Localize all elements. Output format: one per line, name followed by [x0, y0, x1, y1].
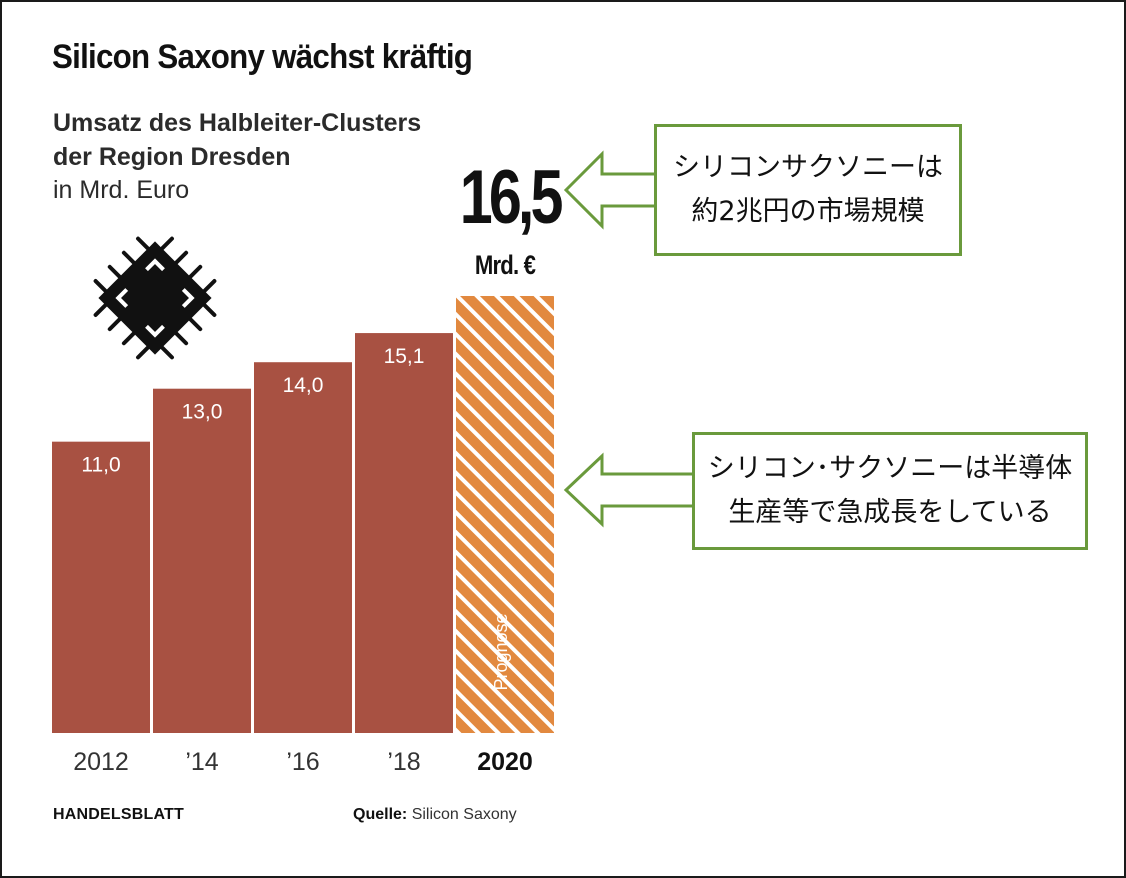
- subtitle-line-2: der Region Dresden: [53, 143, 291, 171]
- bar-value-label: 13,0: [182, 401, 223, 424]
- x-tick-label: ’16: [286, 748, 319, 776]
- source-line: Quelle: Silicon Saxony: [353, 806, 517, 824]
- forecast-value: 16,5: [459, 155, 564, 240]
- x-tick-label: 2012: [73, 748, 129, 776]
- bar-value-label: 15,1: [384, 345, 425, 368]
- bar: [52, 441, 150, 733]
- unit-label: in Mrd. Euro: [53, 176, 190, 204]
- x-tick-label: ’18: [387, 748, 420, 776]
- callout-line: 約2兆円の市場規模: [691, 196, 925, 227]
- bar: [355, 333, 453, 733]
- microchip-icon: [93, 236, 217, 360]
- x-tick-label: 2020: [477, 748, 533, 776]
- callout-line: 生産等で急成長をしている: [728, 497, 1052, 528]
- source-label: Quelle:: [353, 806, 408, 823]
- subtitle-line-1: Umsatz des Halbleiter-Clusters: [53, 109, 422, 137]
- chart-subtitle: Umsatz des Halbleiter-Clusters der Regio…: [53, 106, 421, 174]
- arrow-left-icon: [563, 452, 696, 528]
- bar: [153, 388, 251, 733]
- bar-value-label: 14,0: [283, 374, 324, 397]
- bar-value-label: 11,0: [81, 454, 120, 477]
- callout-line: シリコン･サクソニーは半導体: [707, 453, 1073, 484]
- callout-line: シリコンサクソニーは: [673, 152, 943, 183]
- bar: [254, 362, 352, 733]
- callout-growth: シリコン･サクソニーは半導体 生産等で急成長をしている: [692, 432, 1088, 550]
- source-value: Silicon Saxony: [411, 806, 517, 823]
- x-tick-label: ’14: [185, 748, 218, 776]
- arrow-left-icon: [563, 150, 658, 230]
- forecast-bar: [456, 296, 554, 733]
- callout-market-size: シリコンサクソニーは 約2兆円の市場規模: [654, 124, 962, 256]
- publisher-label: HANDELSBLATT: [53, 806, 184, 823]
- chart-title: Silicon Saxony wächst kräftig: [52, 38, 473, 76]
- forecast-bar-label: Prognose: [491, 613, 511, 690]
- forecast-unit: Mrd. €: [474, 250, 536, 280]
